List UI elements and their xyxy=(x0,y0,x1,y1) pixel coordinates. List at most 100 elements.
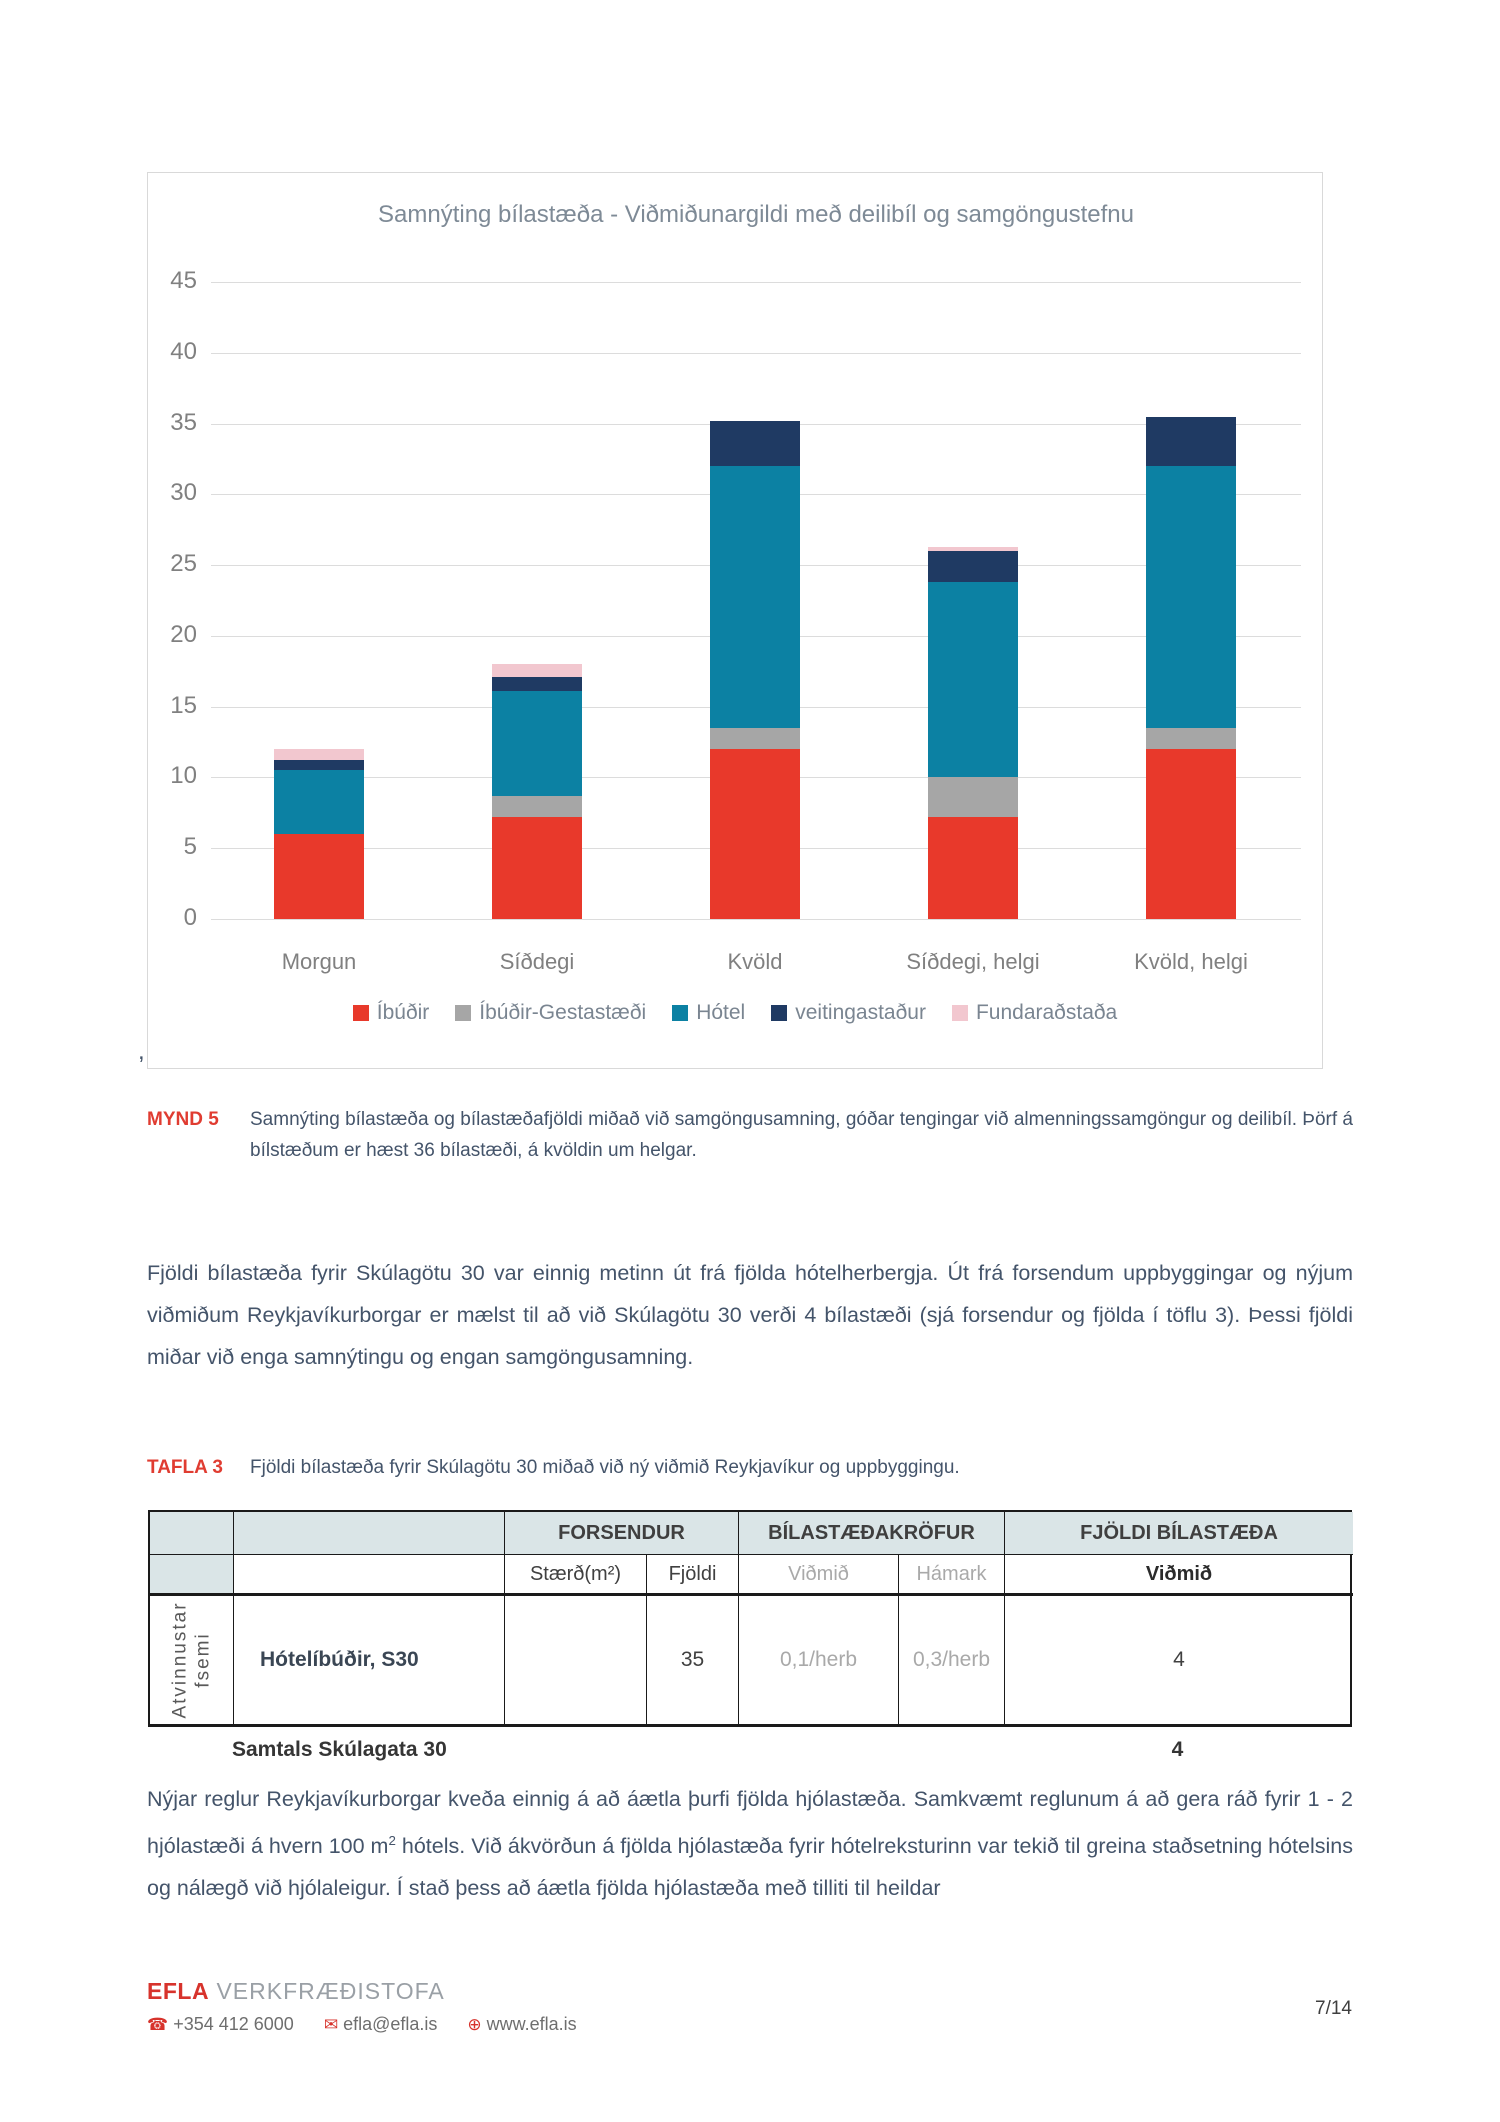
legend-swatch-Fundaraðstaða xyxy=(951,1005,968,1021)
segment-Íbúðir-Kvöld xyxy=(710,749,800,919)
web-address: www.efla.is xyxy=(486,2014,577,2034)
legend-item-Fundaraðstaða: Fundaraðstaða xyxy=(951,1001,1118,1025)
row-fjoldi: 35 xyxy=(647,1596,739,1724)
segment-Hótel-Síðdegi xyxy=(492,691,582,796)
legend-label-Hótel: Hótel xyxy=(696,1001,746,1024)
legend-swatch-Hótel xyxy=(672,1005,689,1021)
row-fjoldi-bilastaeda: 4 xyxy=(1173,1648,1185,1671)
ytick-15: 15 xyxy=(170,691,197,719)
header-fjoldi-bilastaeda: FJÖLDI BÍLASTÆÐA xyxy=(1005,1512,1353,1555)
legend-swatch-Íbúðir xyxy=(352,1005,369,1021)
segment-Íbúðir-Morgun xyxy=(274,834,364,919)
bar-Morgun xyxy=(274,749,364,919)
parking-chart: Samnýting bílastæða - Viðmiðunargildi me… xyxy=(147,172,1323,1069)
ytick-45: 45 xyxy=(170,267,197,294)
row-staerd xyxy=(505,1596,647,1724)
segment-Íbúðir-Síðdegi, helgi xyxy=(928,817,1018,919)
legend-label-Fundaraðstaða: Fundaraðstaða xyxy=(975,1001,1118,1024)
bar-Kvöld, helgi xyxy=(1146,416,1236,919)
row-group-cell: Atvinnustar fsemi xyxy=(150,1596,234,1724)
subheader-blank-rot xyxy=(150,1555,234,1596)
category-label-Morgun: Morgun xyxy=(281,949,357,974)
row-name: Hótelíbúðir, S30 xyxy=(234,1596,505,1724)
table-corner-cell xyxy=(150,1512,234,1555)
legend-label-Íbúðir-Gestastæði: Íbúðir-Gestastæði xyxy=(479,1001,647,1024)
paragraph2-part1: Nýjar reglur Reykjavíkurborgar kveða ein… xyxy=(147,1787,1353,1859)
legend-item-Hótel: Hótel xyxy=(672,1001,745,1025)
segment-veitingastaður-Morgun xyxy=(274,760,364,771)
legend-item-Íbúðir-Gestastæði: Íbúðir-Gestastæði xyxy=(455,1001,646,1025)
chart-legend: Íbúðir Íbúðir-Gestastæði Hótel veitingastað… xyxy=(148,1001,1322,1025)
ytick-5: 5 xyxy=(183,833,197,861)
envelope-icon: ✉ xyxy=(323,2015,339,2034)
gridline-45 xyxy=(211,282,1301,283)
ytick-0: 0 xyxy=(183,904,197,931)
email-address: efla@efla.is xyxy=(343,2014,438,2034)
segment-veitingastaður-Síðdegi, helgi xyxy=(928,550,1018,583)
row-group-label-line1: Atvinnustar xyxy=(169,1601,191,1719)
segment-Hótel-Morgun xyxy=(274,770,364,835)
category-label-Síðdegi: Síðdegi xyxy=(499,949,575,974)
figure-caption: MYND 5 Samnýting bílastæða og bílastæðaf… xyxy=(147,1104,1353,1166)
segment-Hótel-Síðdegi, helgi xyxy=(928,582,1018,778)
ytick-30: 30 xyxy=(170,479,197,507)
segment-Fundaraðstaða-Síðdegi, helgi xyxy=(928,546,1018,551)
subheader-blank xyxy=(234,1555,505,1596)
phone-icon: ☎ xyxy=(147,2015,169,2034)
row-group-label-line2: fsemi xyxy=(192,1632,214,1688)
ytick-25: 25 xyxy=(170,550,197,578)
footer-phone: ☎ +354 412 6000 xyxy=(147,2014,294,2035)
footer-logo: EFLA VERKFRÆÐISTOFA xyxy=(147,1978,445,2005)
globe-icon: ⊕ xyxy=(467,2015,482,2034)
segment-Íbúðir-Gestastæði-Kvöld, helgi xyxy=(1146,727,1236,750)
row-hamark: 0,3/herb xyxy=(899,1596,1005,1724)
row-group-label: Atvinnustar fsemi xyxy=(169,1601,215,1718)
figure-caption-text: Samnýting bílastæða og bílastæðafjöldi m… xyxy=(250,1109,1353,1161)
paragraph2-superscript: 2 xyxy=(388,1833,396,1848)
chart-title: Samnýting bílastæða - Viðmiðunargildi me… xyxy=(378,201,1134,228)
segment-Fundaraðstaða-Morgun xyxy=(274,749,364,761)
gridline-40 xyxy=(211,352,1301,354)
subheader-staerd: Stærð(m²) xyxy=(505,1555,647,1596)
legend-item-Íbúðir: Íbúðir xyxy=(352,1001,430,1025)
ytick-20: 20 xyxy=(170,620,197,648)
body-paragraph-2: Nýjar reglur Reykjavíkurborgar kveða ein… xyxy=(147,1778,1353,1909)
segment-Íbúðir-Gestastæði-Síðdegi xyxy=(492,795,582,818)
table-caption-label: TAFLA 3 xyxy=(147,1457,223,1478)
segment-Fundaraðstaða-Síðdegi xyxy=(492,664,582,677)
ytick-10: 10 xyxy=(170,762,197,790)
category-label-Síðdegi, helgi: Síðdegi, helgi xyxy=(906,949,1040,974)
footer-email: ✉ efla@efla.is xyxy=(324,2014,438,2035)
row-vidmid: 0,1/herb xyxy=(739,1596,899,1724)
bar-Kvöld xyxy=(710,420,800,919)
legend-label-Íbúðir: Íbúðir xyxy=(376,1001,430,1024)
ytick-40: 40 xyxy=(170,337,197,365)
legend-item-veitingastaður: veitingastaður xyxy=(771,1001,926,1025)
category-label-Kvöld, helgi: Kvöld, helgi xyxy=(1134,949,1248,974)
segment-veitingastaður-Kvöld, helgi xyxy=(1146,416,1236,467)
total-value: 4 xyxy=(1171,1738,1184,1761)
footer-web: ⊕ www.efla.is xyxy=(467,2014,576,2035)
ytick-35: 35 xyxy=(170,408,197,436)
segment-Íbúðir-Gestastæði-Kvöld xyxy=(710,727,800,750)
bar-Síðdegi xyxy=(492,664,582,919)
legend-label-veitingastaður: veitingastaður xyxy=(795,1001,926,1024)
efla-logo-suffix: VERKFRÆÐISTOFA xyxy=(209,1978,445,2004)
body-paragraph-1: Fjöldi bílastæða fyrir Skúlagötu 30 var … xyxy=(147,1261,1353,1369)
total-spacer xyxy=(148,1738,232,1762)
subheader-vidmid2: Viðmið xyxy=(1005,1555,1353,1596)
plot-area: 0 5 10 15 20 25 30 35 40 45 Morgun Síðdegi Kvöld Síðd… xyxy=(170,267,1301,974)
page-number: 7/14 xyxy=(1315,1998,1352,2019)
table-total-row: Samtals Skúlagata 30 4 xyxy=(148,1738,1352,1762)
figure-caption-label: MYND 5 xyxy=(147,1109,219,1130)
paragraph2-part2: hótels. Við ákvörðun á fjölda hjólastæða… xyxy=(147,1834,1353,1901)
subheader-fjoldi: Fjöldi xyxy=(647,1555,739,1596)
header-bilastaedakrofur: BÍLASTÆÐAKRÖFUR xyxy=(739,1512,1005,1555)
segment-Íbúðir-Kvöld, helgi xyxy=(1146,749,1236,919)
segment-veitingastaður-Síðdegi xyxy=(492,676,582,692)
stray-comma: , xyxy=(138,1038,145,1065)
header-forsendur: FORSENDUR xyxy=(505,1512,739,1555)
phone-number: +354 412 6000 xyxy=(173,2014,294,2034)
table-blank-header xyxy=(234,1512,505,1555)
segment-veitingastaður-Kvöld xyxy=(710,420,800,467)
